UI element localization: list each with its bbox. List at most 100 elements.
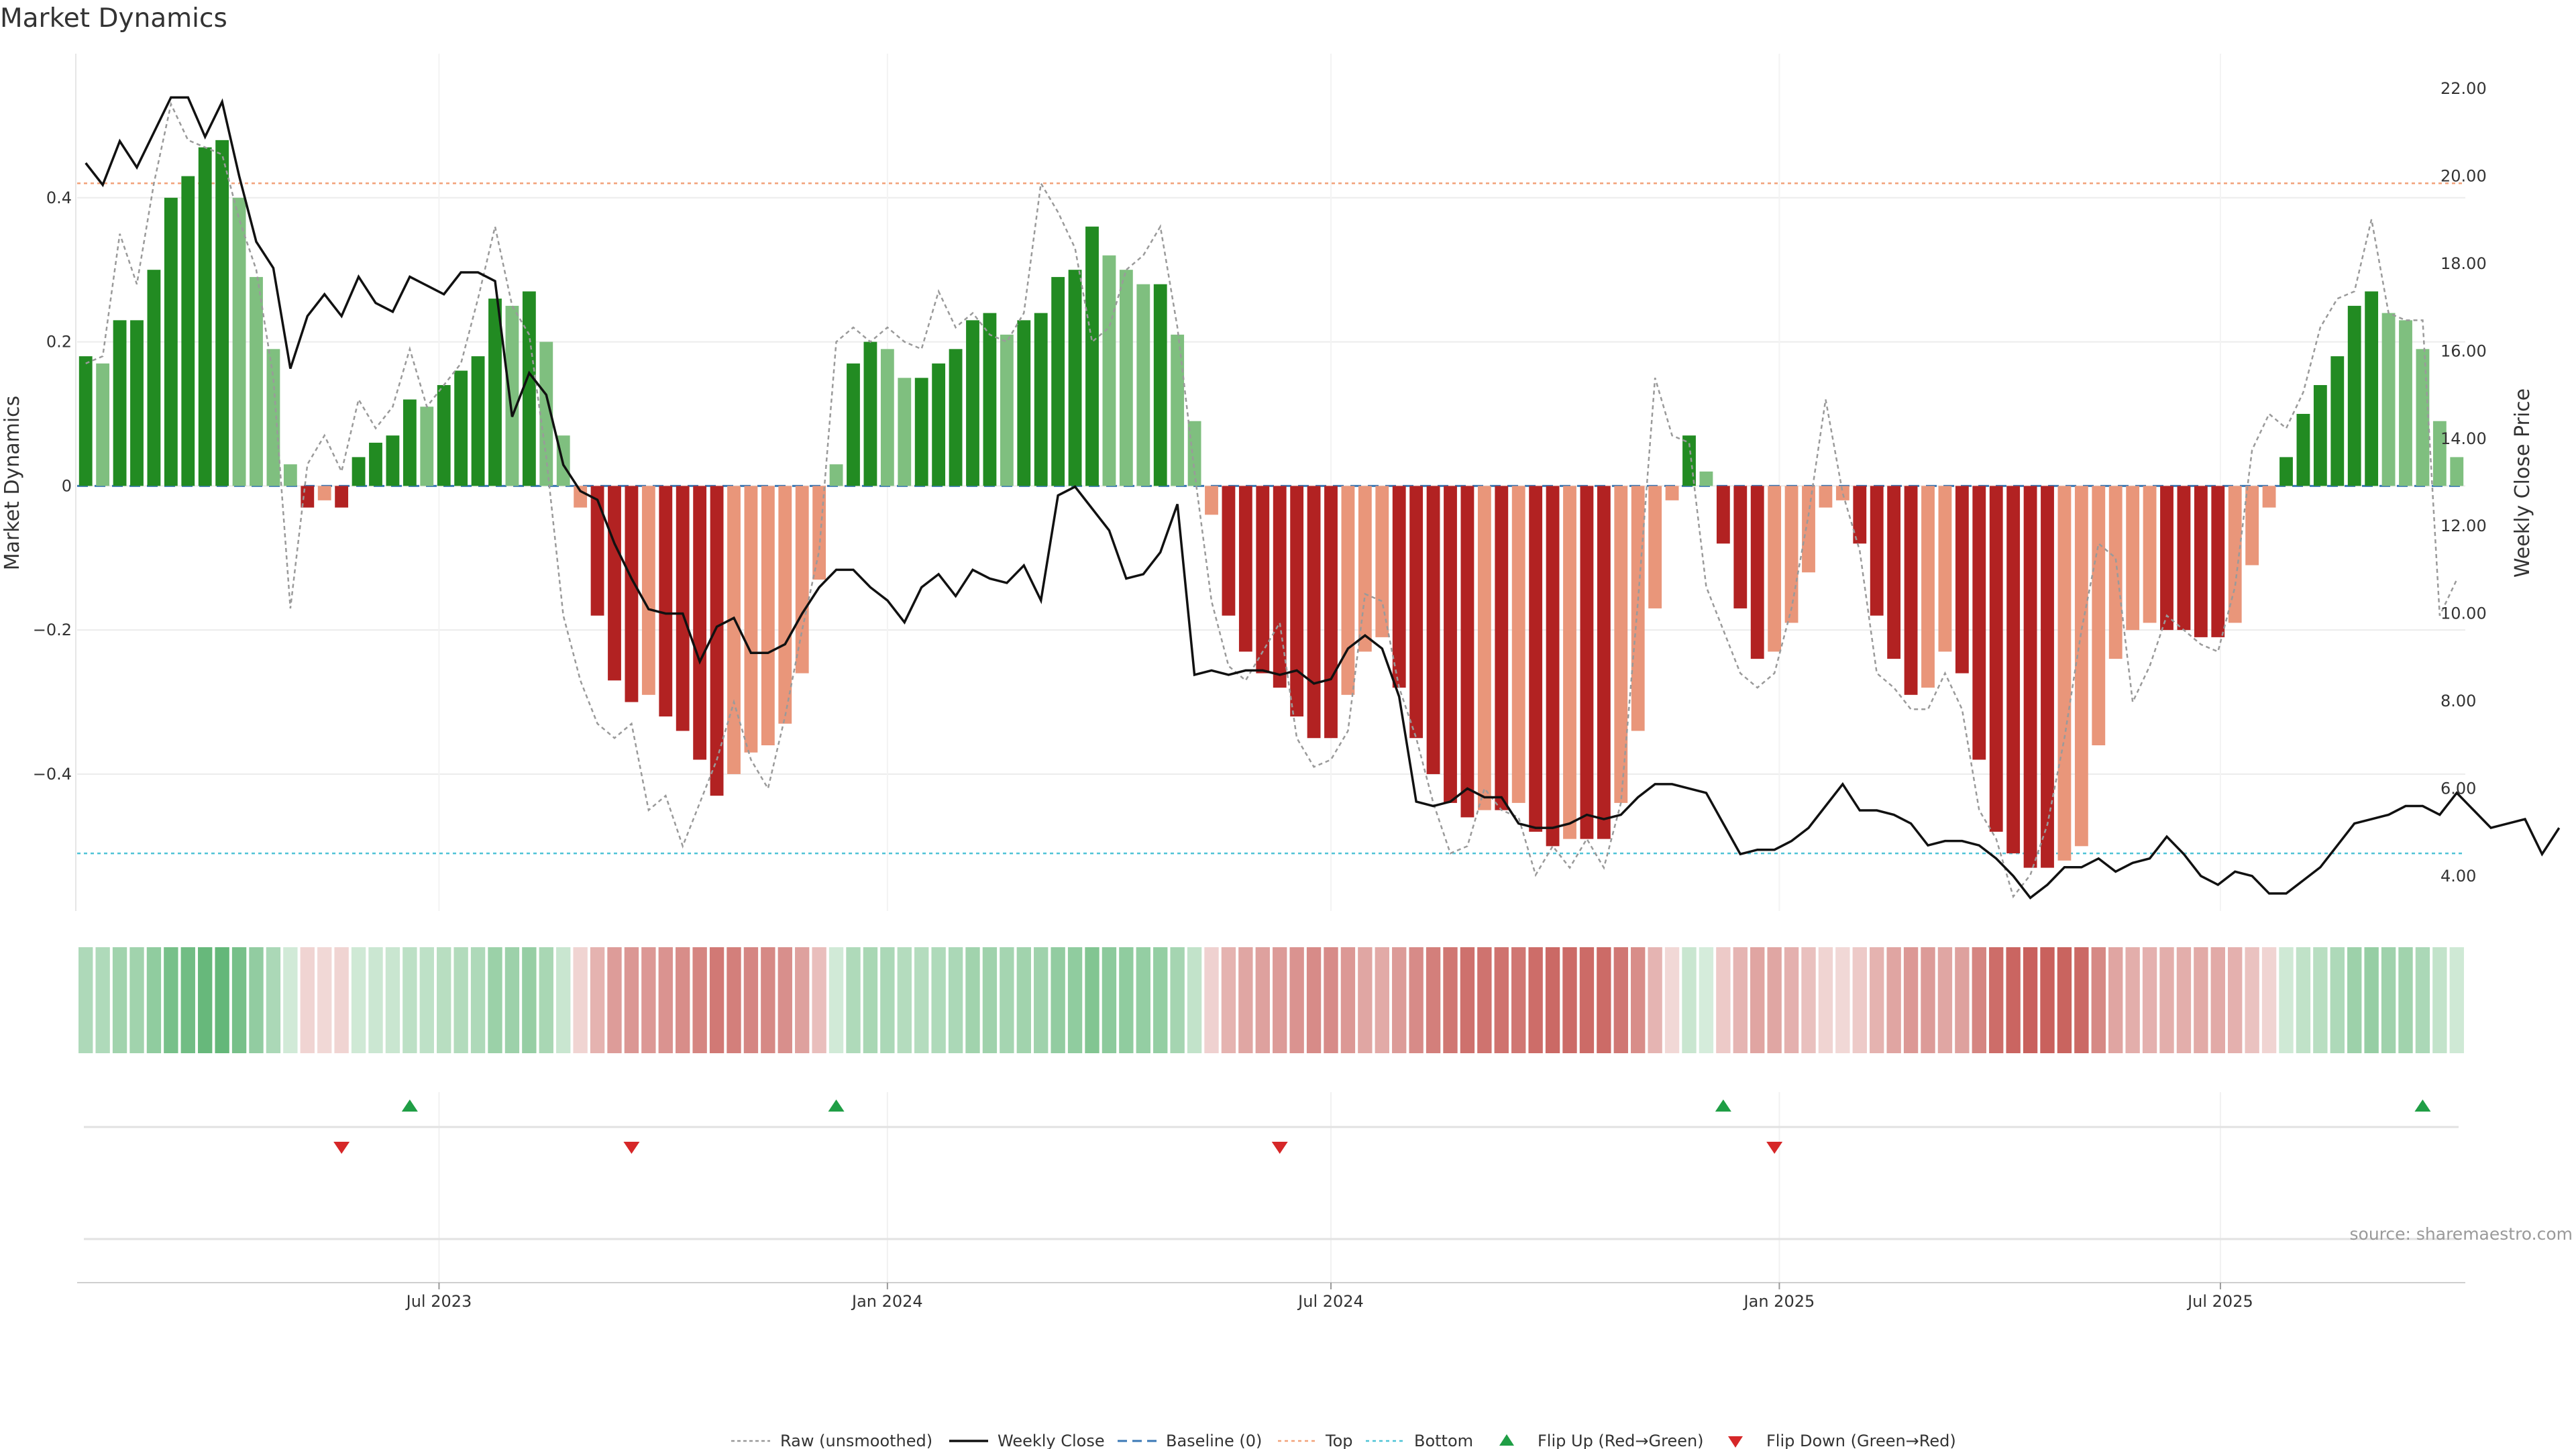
heat-cell xyxy=(1886,947,1901,1053)
momentum-bar xyxy=(795,486,809,674)
heat-cell xyxy=(1204,947,1219,1053)
heat-cell xyxy=(1937,947,1953,1053)
heat-cell xyxy=(453,947,468,1053)
heat-cell xyxy=(795,947,810,1053)
momentum-bar xyxy=(2450,457,2464,486)
heat-cell xyxy=(982,947,998,1053)
source-note: source: sharemaestro.com xyxy=(2350,1224,2573,1244)
heat-cell xyxy=(709,947,724,1053)
right-axis-label: Weekly Close Price xyxy=(2511,388,2534,578)
momentum-bar xyxy=(1238,486,1252,652)
momentum-bar xyxy=(147,270,161,486)
heat-cell xyxy=(2108,947,2123,1053)
heat-cell xyxy=(1494,947,1509,1053)
left-tick-label: −0.4 xyxy=(33,765,72,784)
momentum-bar xyxy=(1444,486,1457,803)
momentum-bar xyxy=(1205,486,1218,515)
momentum-bar xyxy=(1426,486,1440,774)
heat-cell xyxy=(1870,947,1884,1053)
heat-cell xyxy=(2313,947,2328,1053)
flip-up-marker xyxy=(401,1099,418,1112)
momentum-bar xyxy=(1597,486,1611,839)
momentum-bar xyxy=(863,341,877,486)
momentum-bar xyxy=(625,486,639,702)
heat-cell xyxy=(2006,947,2021,1053)
flip-up-marker xyxy=(828,1099,845,1112)
momentum-bar xyxy=(1733,486,1748,608)
momentum-bar xyxy=(2313,385,2327,486)
heat-cell xyxy=(2057,947,2072,1053)
legend-label-raw: Raw (unsmoothed) xyxy=(780,1432,932,1449)
heat-cell xyxy=(437,947,451,1053)
momentum-bar xyxy=(1529,486,1543,832)
right-tick-label: 22.00 xyxy=(2440,79,2487,98)
legend-label-flip-up: Flip Up (Red→Green) xyxy=(1538,1432,1704,1449)
heat-cell xyxy=(590,947,605,1053)
momentum-bar xyxy=(1921,486,1935,688)
momentum-bar xyxy=(1716,486,1730,544)
momentum-bar xyxy=(1153,284,1167,486)
raw-series-line xyxy=(85,101,2458,899)
heat-cell xyxy=(129,947,144,1053)
heat-cell xyxy=(914,947,929,1053)
momentum-bar xyxy=(2126,486,2140,631)
momentum-bar xyxy=(420,407,434,486)
heat-cell xyxy=(2347,947,2362,1053)
momentum-bar xyxy=(369,442,382,486)
right-tick-label: 16.00 xyxy=(2440,341,2487,360)
momentum-bar xyxy=(2194,486,2208,637)
momentum-bar xyxy=(1034,313,1048,486)
heat-cell xyxy=(2449,947,2464,1053)
flip-down-marker xyxy=(1271,1142,1288,1154)
heat-cell xyxy=(470,947,486,1053)
heat-cell xyxy=(658,947,673,1053)
heat-cell xyxy=(1000,947,1014,1053)
flip-up-marker xyxy=(2414,1099,2431,1112)
momentum-bar xyxy=(266,349,280,486)
momentum-bar xyxy=(250,276,263,486)
momentum-bar xyxy=(1222,486,1236,616)
momentum-bar xyxy=(727,486,741,774)
momentum-bar xyxy=(1307,486,1321,739)
momentum-bar xyxy=(880,349,894,486)
time-axis: Jul 2023 Jan 2024 Jul 2024 Jan 2025 Jul 2025 xyxy=(77,1282,2465,1311)
heat-cell xyxy=(624,947,639,1053)
momentum-bar xyxy=(215,140,229,486)
heat-cell xyxy=(1358,947,1373,1053)
heat-cell xyxy=(2159,947,2174,1053)
momentum-bar xyxy=(1835,486,1849,500)
momentum-bar xyxy=(829,464,843,486)
momentum-bar xyxy=(1495,486,1509,810)
legend-label-flip-down: Flip Down (Green→Red) xyxy=(1766,1432,1956,1449)
momentum-bar xyxy=(2432,421,2447,486)
momentum-bar xyxy=(641,486,655,695)
heat-cell xyxy=(692,947,707,1053)
heat-cell xyxy=(146,947,162,1053)
heat-cell xyxy=(2415,947,2430,1053)
heat-cell xyxy=(1340,947,1356,1053)
momentum-bar xyxy=(966,320,979,486)
heat-cell xyxy=(1597,947,1611,1053)
heat-cell xyxy=(1187,947,1202,1053)
momentum-bar xyxy=(96,363,110,486)
momentum-bar xyxy=(847,363,860,486)
main-panel-grid xyxy=(77,54,2465,911)
momentum-bar xyxy=(1648,486,1662,608)
heat-cell xyxy=(215,947,229,1053)
heat-cell xyxy=(1238,947,1253,1053)
heat-cell xyxy=(1955,947,1970,1053)
momentum-bar xyxy=(1563,486,1576,839)
momentum-bar xyxy=(2330,356,2345,486)
momentum-bar xyxy=(2279,457,2293,486)
legend-label-baseline: Baseline (0) xyxy=(1166,1432,1262,1449)
heat-cell xyxy=(1767,947,1782,1053)
momentum-bar xyxy=(983,313,997,486)
heat-cell xyxy=(334,947,349,1053)
legend-swatch-flip-up xyxy=(1499,1434,1514,1446)
heat-cell xyxy=(2194,947,2208,1053)
heat-cell xyxy=(231,947,247,1053)
momentum-bar xyxy=(1699,471,1713,486)
heat-cell xyxy=(1409,947,1424,1053)
heat-cell xyxy=(2074,947,2089,1053)
momentum-bar xyxy=(1409,486,1424,739)
